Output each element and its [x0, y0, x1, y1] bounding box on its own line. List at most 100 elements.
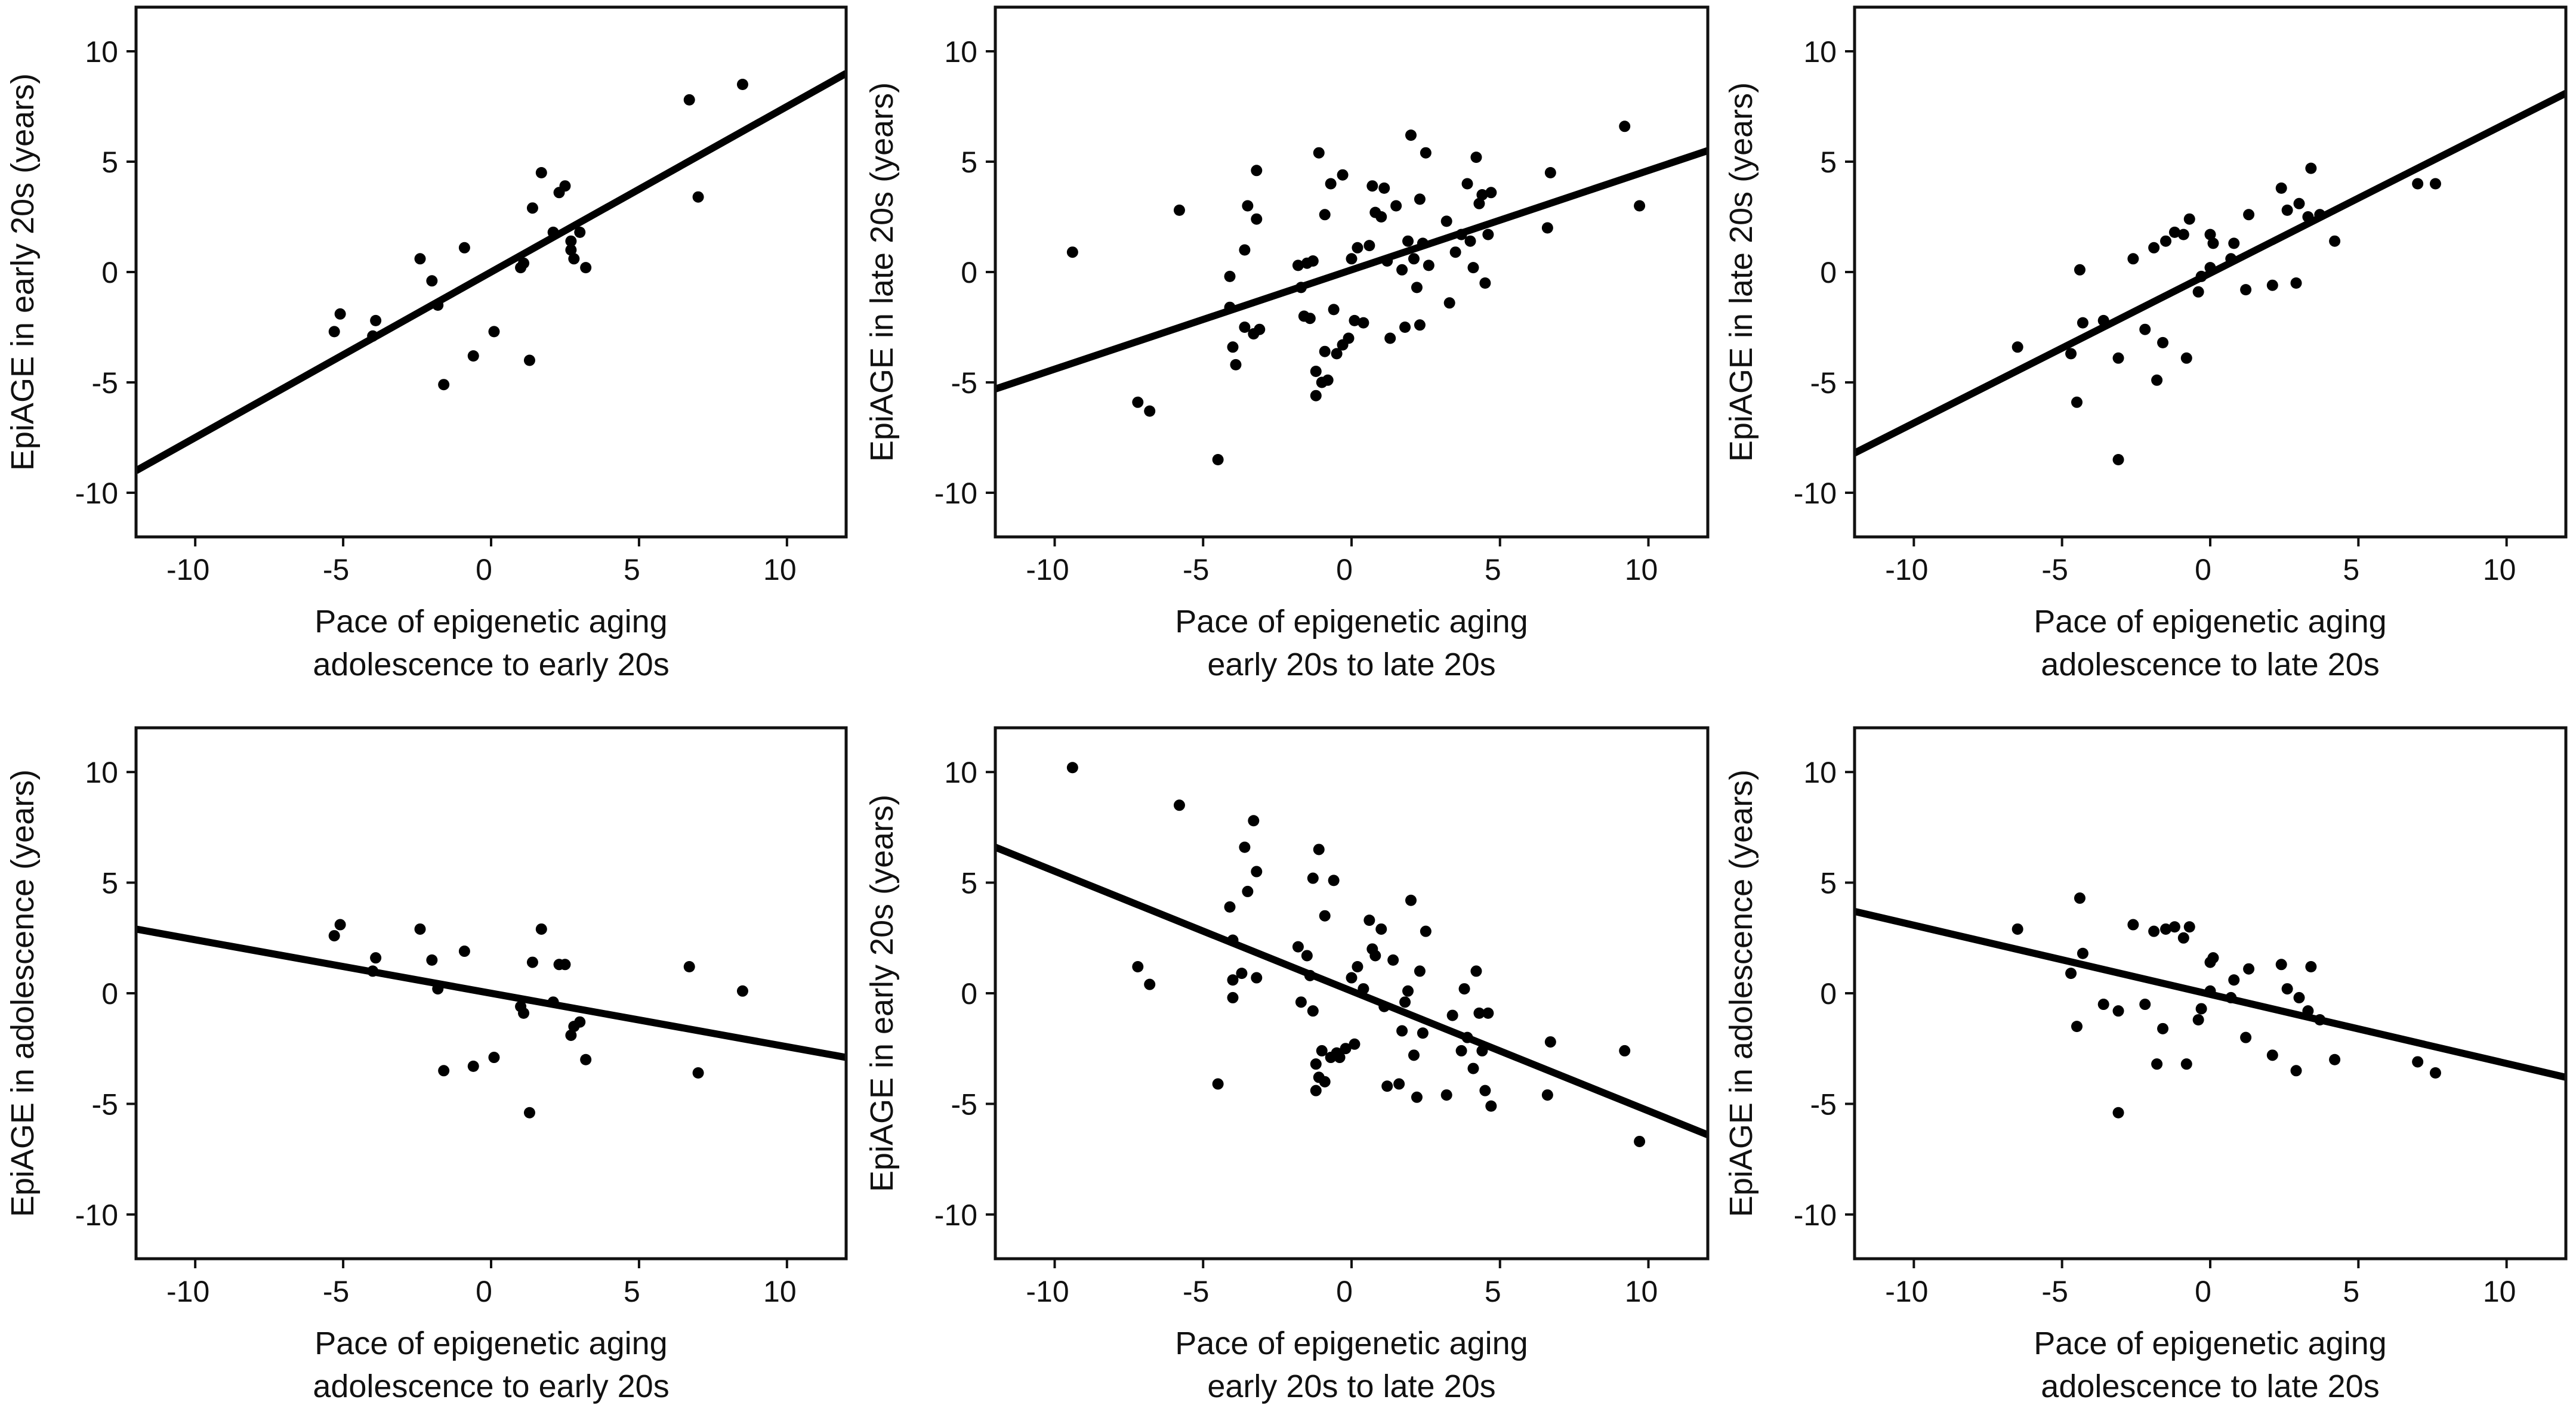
data-point — [2180, 352, 2192, 364]
y-axis-label: EpiAGE in adolescence (years) — [1723, 770, 1759, 1217]
data-point — [1440, 215, 1452, 227]
data-point — [518, 1007, 530, 1019]
data-point — [1423, 259, 1434, 271]
y-tick-label: 0 — [961, 256, 977, 289]
data-point — [1144, 978, 1156, 990]
data-point — [1242, 200, 1254, 212]
data-point — [2112, 1107, 2124, 1119]
data-point — [1230, 359, 1242, 370]
data-point — [1619, 1045, 1631, 1056]
data-point — [2151, 1058, 2163, 1070]
y-axis-label: EpiAGE in late 20s (years) — [1723, 82, 1759, 462]
data-point — [1363, 915, 1375, 926]
y-tick-label: -5 — [1810, 1088, 1837, 1121]
data-point — [328, 930, 340, 942]
data-point — [565, 235, 577, 247]
data-point — [1328, 875, 1340, 886]
data-point — [2168, 921, 2180, 933]
data-point — [692, 1067, 704, 1079]
data-point — [2275, 182, 2287, 194]
x-axis-label: early 20s to late 20s — [1207, 1368, 1495, 1404]
data-points — [1066, 762, 1646, 1147]
data-point — [1363, 240, 1375, 252]
data-point — [1310, 366, 1322, 377]
data-point — [568, 253, 580, 265]
data-point — [2329, 1054, 2341, 1065]
data-point — [1369, 950, 1381, 962]
data-point — [1446, 1009, 1458, 1021]
data-point — [565, 244, 577, 256]
data-point — [2168, 226, 2180, 238]
data-points — [2012, 892, 2441, 1119]
data-point — [1482, 1007, 1494, 1019]
data-point — [414, 253, 426, 265]
x-tick-label: 10 — [763, 553, 797, 586]
data-point — [1381, 1080, 1393, 1092]
data-point — [2228, 974, 2240, 986]
data-point — [1375, 211, 1387, 223]
data-point — [1212, 1078, 1224, 1090]
x-tick-label: -10 — [166, 553, 209, 586]
data-point — [2192, 286, 2204, 298]
data-point — [535, 167, 547, 178]
data-point — [1066, 762, 1078, 774]
y-tick-label: 10 — [944, 35, 977, 69]
data-point — [438, 1065, 450, 1077]
data-point — [1405, 129, 1417, 141]
y-tick-label: 5 — [1820, 867, 1837, 900]
data-point — [2148, 242, 2160, 254]
y-tick-label: 5 — [101, 146, 118, 179]
x-tick-label: 0 — [2195, 553, 2211, 586]
y-tick-label: 0 — [1820, 977, 1837, 1011]
x-tick-label: 0 — [476, 553, 492, 586]
data-point — [2157, 1022, 2169, 1034]
y-axis-label: EpiAGE in early 20s (years) — [5, 73, 41, 471]
data-point — [1239, 841, 1251, 853]
data-point — [2204, 228, 2216, 240]
data-point — [1346, 253, 1358, 265]
data-point — [1399, 322, 1411, 333]
y-tick-label: -5 — [951, 366, 977, 400]
data-point — [1304, 313, 1316, 325]
data-point — [1066, 246, 1078, 258]
data-point — [1349, 1038, 1361, 1050]
data-point — [535, 923, 547, 935]
x-axis-label: adolescence to late 20s — [2041, 647, 2379, 682]
y-tick-label: -10 — [75, 1198, 118, 1232]
data-point — [1310, 1085, 1322, 1096]
data-point — [1337, 169, 1349, 181]
data-point — [580, 1054, 592, 1065]
data-point — [2240, 1031, 2252, 1043]
x-tick-label: -5 — [323, 1275, 349, 1308]
x-tick-label: -5 — [323, 553, 349, 586]
data-point — [467, 1060, 479, 1072]
data-points — [328, 919, 748, 1119]
x-axis-label: Pace of epigenetic aging — [1175, 604, 1528, 640]
x-axis-label: Pace of epigenetic aging — [1175, 1326, 1528, 1361]
data-point — [1227, 991, 1239, 1003]
data-point — [574, 226, 586, 238]
x-tick-label: 5 — [2343, 553, 2359, 586]
data-point — [1470, 965, 1482, 977]
data-point — [1248, 815, 1260, 827]
data-point — [1310, 390, 1322, 401]
data-point — [1390, 200, 1402, 212]
data-point — [1634, 1135, 1646, 1147]
data-point — [2243, 209, 2255, 221]
y-axis-label: EpiAGE in late 20s (years) — [864, 82, 900, 462]
x-axis-label: adolescence to early 20s — [313, 1368, 669, 1404]
x-axis-label: Pace of epigenetic aging — [2034, 604, 2386, 640]
data-point — [2077, 317, 2088, 329]
data-point — [2177, 228, 2189, 240]
data-point — [1352, 242, 1363, 254]
data-point — [414, 923, 426, 935]
data-point — [1396, 1025, 1408, 1037]
data-point — [1455, 1045, 1467, 1056]
data-point — [2281, 983, 2293, 995]
data-point — [2139, 999, 2151, 1011]
data-point — [523, 1107, 535, 1119]
data-point — [1449, 246, 1461, 258]
x-tick-label: 10 — [2483, 553, 2516, 586]
data-point — [334, 308, 346, 320]
regression-line — [1855, 907, 2566, 1081]
